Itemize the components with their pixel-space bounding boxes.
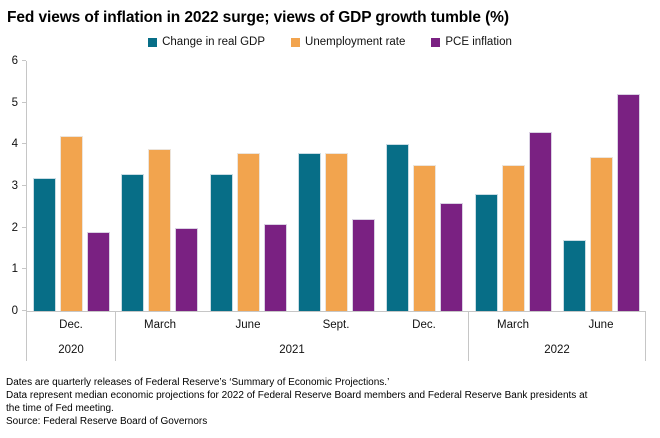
bar-change-in-real-gdp xyxy=(121,173,145,311)
bar-change-in-real-gdp xyxy=(474,194,498,311)
x-year-label: 2020 xyxy=(58,343,84,356)
legend-item: Unemployment rate xyxy=(291,36,405,48)
bar-change-in-real-gdp xyxy=(209,173,233,311)
bar-unemployment-rate xyxy=(590,156,614,311)
y-axis-tick xyxy=(22,268,26,270)
x-month-label: March xyxy=(144,319,176,331)
bar-change-in-real-gdp xyxy=(297,152,321,311)
legend-swatch-icon xyxy=(291,37,301,47)
y-axis-label: 0 xyxy=(11,305,18,317)
y-axis-label: 6 xyxy=(11,55,18,67)
bar-change-in-real-gdp xyxy=(32,177,56,311)
bar-pce-inflation xyxy=(175,227,199,311)
bar-pce-inflation xyxy=(86,231,110,311)
x-year-label: 2022 xyxy=(544,343,570,356)
y-axis-tick xyxy=(22,310,26,311)
y-axis-label: 5 xyxy=(11,96,18,109)
bar-group xyxy=(469,61,557,311)
y-axis-tick xyxy=(22,143,26,145)
chart-area: 0 1 2 3 4 5 6 xyxy=(12,55,646,317)
legend-item: PCE inflation xyxy=(431,36,512,48)
legend-label: PCE inflation xyxy=(445,36,512,48)
bar-group xyxy=(27,61,115,311)
bar-pce-inflation xyxy=(351,219,375,311)
x-axis: Dec. 2020 March June Sept. Dec. 2021 March June 2… xyxy=(26,312,646,361)
bar-group xyxy=(204,61,292,311)
bar-unemployment-rate xyxy=(148,148,172,311)
x-axis-section-2021: March June Sept. Dec. 2021 xyxy=(115,312,468,361)
x-month-row: March June Sept. Dec. xyxy=(116,312,468,338)
bar-unemployment-rate xyxy=(324,152,348,311)
bar-unemployment-rate xyxy=(59,136,83,311)
bar-pce-inflation xyxy=(440,202,464,311)
x-month-label: June xyxy=(235,319,261,331)
bar-pce-inflation xyxy=(528,131,552,311)
footnotes: Dates are quarterly releases of Federal … xyxy=(6,376,591,428)
plot-area: 0 1 2 3 4 5 6 xyxy=(12,55,646,317)
bar-unemployment-rate xyxy=(413,165,437,311)
legend-label: Change in real GDP xyxy=(162,36,266,48)
legend-swatch-icon xyxy=(431,37,441,47)
y-axis-tick xyxy=(22,185,26,186)
bar-group xyxy=(115,61,203,311)
y-axis-label: 2 xyxy=(11,221,18,234)
chart-title: Fed views of inflation in 2022 surge; vi… xyxy=(7,9,509,26)
x-axis-section-2020: Dec. 2020 xyxy=(26,312,115,361)
bar-group xyxy=(558,61,646,311)
x-year-label: 2021 xyxy=(279,343,305,356)
x-month-label: March xyxy=(497,319,529,331)
y-axis-tick xyxy=(22,101,26,103)
bar-change-in-real-gdp xyxy=(386,144,410,311)
y-axis-label: 3 xyxy=(11,180,18,192)
y-axis-label: 4 xyxy=(11,138,18,151)
y-axis-tick xyxy=(22,60,26,61)
x-month-label: June xyxy=(588,319,614,331)
note-line-2: Data represent median economic projectio… xyxy=(6,390,588,414)
legend-item: Change in real GDP xyxy=(148,36,265,48)
bar-group xyxy=(292,61,380,311)
bar-unemployment-rate xyxy=(501,165,525,311)
x-month-row: Dec. xyxy=(27,312,115,338)
bar-unemployment-rate xyxy=(236,152,260,311)
legend-label: Unemployment rate xyxy=(305,36,406,48)
bar-pce-inflation xyxy=(617,94,641,311)
x-axis-section-2022: March June 2022 xyxy=(468,312,646,361)
legend-swatch-icon xyxy=(148,37,158,47)
x-month-label: Dec. xyxy=(59,319,83,331)
source-line: Source: Federal Reserve Board of Governo… xyxy=(6,416,208,427)
legend: Change in real GDP Unemployment rate PCE i… xyxy=(0,36,660,48)
x-month-label: Dec. xyxy=(412,319,436,331)
y-axis-label: 1 xyxy=(11,263,18,276)
note-line-1: Dates are quarterly releases of Federal … xyxy=(6,377,390,388)
bar-group xyxy=(381,61,469,311)
x-month-row: March June xyxy=(469,312,645,338)
y-axis-tick xyxy=(22,226,26,228)
bar-change-in-real-gdp xyxy=(563,240,587,311)
bar-pce-inflation xyxy=(263,223,287,311)
x-month-label: Sept. xyxy=(322,319,350,331)
